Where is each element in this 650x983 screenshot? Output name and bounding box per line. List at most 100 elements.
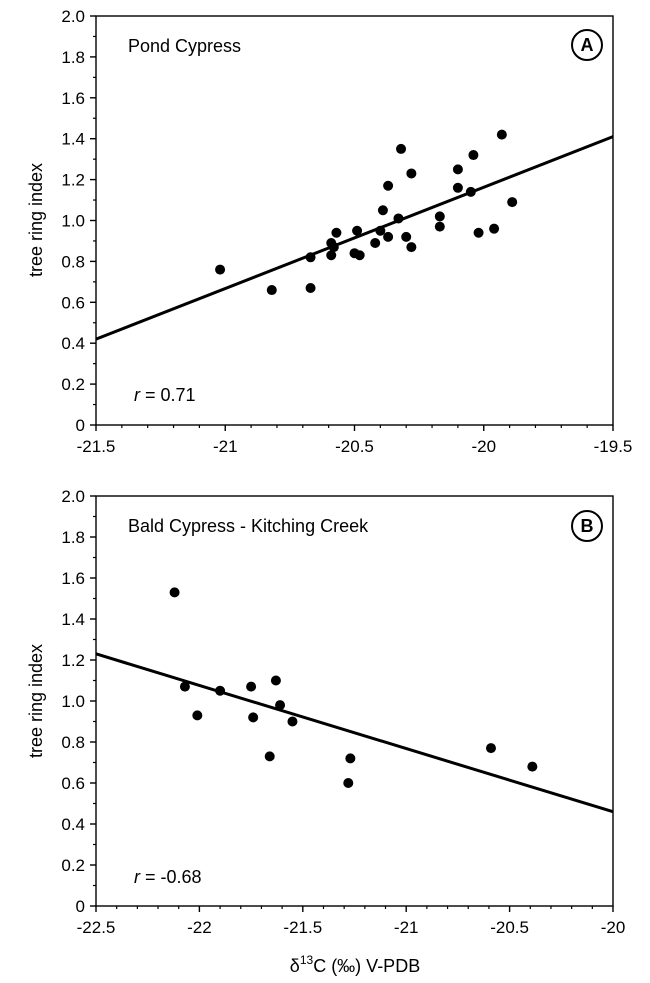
data-point xyxy=(434,221,445,232)
y-tick-label: 2.0 xyxy=(61,487,85,506)
data-point xyxy=(452,182,463,193)
data-point xyxy=(473,227,484,238)
panel-title: Bald Cypress - Kitching Creek xyxy=(128,516,369,536)
data-point xyxy=(489,223,500,234)
y-tick-label: 0 xyxy=(76,416,85,435)
x-axis-title: δ13C (‰) V-PDB xyxy=(290,953,420,976)
x-tick-label: -21 xyxy=(213,437,238,456)
y-tick-label: 1.0 xyxy=(61,212,85,231)
y-tick-label: 0.2 xyxy=(61,375,85,394)
data-point xyxy=(452,164,463,175)
data-point xyxy=(370,237,381,248)
panel-letter: B xyxy=(581,516,594,536)
r-label: r = -0.68 xyxy=(134,867,202,887)
data-point xyxy=(270,675,281,686)
data-point xyxy=(396,143,407,154)
y-tick-label: 0 xyxy=(76,897,85,916)
data-point xyxy=(507,197,518,208)
data-point xyxy=(179,681,190,692)
data-point xyxy=(434,211,445,222)
x-tick-label: -20 xyxy=(471,437,496,456)
data-point xyxy=(383,231,394,242)
y-tick-label: 2.0 xyxy=(61,7,85,26)
y-tick-label: 1.0 xyxy=(61,692,85,711)
data-point xyxy=(496,129,507,140)
x-tick-label: -20.5 xyxy=(490,918,529,937)
data-point xyxy=(468,150,479,161)
panel-b: 00.20.40.60.81.01.21.41.61.82.0 -22.5 -22… xyxy=(26,487,625,937)
y-tick-label: 0.4 xyxy=(61,334,85,353)
data-point xyxy=(215,685,226,696)
y-tick-label: 0.8 xyxy=(61,733,85,752)
data-point xyxy=(406,242,417,253)
data-point xyxy=(377,205,388,216)
data-point xyxy=(465,186,476,197)
data-point xyxy=(345,753,356,764)
y-axis-title: tree ring index xyxy=(26,644,46,758)
data-point xyxy=(305,282,316,293)
regression-line xyxy=(95,652,614,814)
data-point xyxy=(264,751,275,762)
x-tick-label: -21 xyxy=(394,918,419,937)
data-points xyxy=(169,587,538,788)
data-point xyxy=(331,227,342,238)
regression-line xyxy=(95,135,614,341)
panel-title: Pond Cypress xyxy=(128,36,241,56)
y-tick-label: 1.8 xyxy=(61,48,85,67)
data-point xyxy=(401,231,412,242)
data-point xyxy=(215,264,226,275)
y-tick-label: 0.6 xyxy=(61,774,85,793)
data-points xyxy=(215,129,518,296)
data-point xyxy=(287,716,298,727)
panel-letter-circle xyxy=(571,510,603,542)
data-point xyxy=(352,225,363,236)
data-point xyxy=(305,252,316,263)
y-tick-label: 1.6 xyxy=(61,89,85,108)
x-axis: -22.5 -22 -21.5 -21 -20.5 -20 xyxy=(77,906,626,937)
y-axis-title: tree ring index xyxy=(26,163,46,277)
data-point xyxy=(326,250,337,261)
r-label: r = 0.71 xyxy=(134,385,196,405)
x-tick-label: -22 xyxy=(187,918,212,937)
x-tick-label: -21.5 xyxy=(283,918,322,937)
x-tick-label: -20 xyxy=(601,918,626,937)
y-tick-label: 0.6 xyxy=(61,293,85,312)
plot-frame xyxy=(95,15,614,426)
data-point xyxy=(406,168,417,179)
plot-frame xyxy=(95,495,614,907)
y-tick-label: 1.4 xyxy=(61,130,85,149)
x-tick-label: -19.5 xyxy=(594,437,633,456)
y-tick-label: 0.8 xyxy=(61,252,85,271)
x-tick-label: -22.5 xyxy=(77,918,116,937)
y-axis: 0 0.2 0.4 0.6 0.8 1.0 1.2 1.4 1.6 1.8 2.0 xyxy=(61,487,96,916)
data-point xyxy=(328,242,339,253)
y-tick-label: 1.8 xyxy=(61,528,85,547)
data-point xyxy=(266,285,277,296)
y-tick-label: 0.2 xyxy=(61,856,85,875)
data-point xyxy=(354,250,365,261)
panel-a: 00.20.40.60.81.01.21.41.61.82.0 -21.5 -21… xyxy=(26,7,632,456)
x-tick-label: -21.5 xyxy=(77,437,116,456)
panel-letter-circle xyxy=(571,29,603,61)
y-tick-label: 1.4 xyxy=(61,610,85,629)
data-point xyxy=(248,712,259,723)
data-point xyxy=(343,778,354,788)
data-point xyxy=(192,710,203,721)
data-point xyxy=(275,700,286,711)
panel-letter: A xyxy=(581,35,594,55)
data-point xyxy=(169,587,180,598)
x-tick-label: -20.5 xyxy=(335,437,374,456)
y-tick-label: 1.6 xyxy=(61,569,85,588)
data-point xyxy=(246,681,257,692)
x-axis: -21.5 -21 -20.5 -20 -19.5 xyxy=(77,425,633,456)
y-axis: 0 0.2 0.4 0.6 0.8 1.0 1.2 1.4 1.6 1.8 2.0 xyxy=(61,7,96,435)
data-point xyxy=(383,180,394,191)
data-point xyxy=(393,213,404,224)
data-point xyxy=(375,225,386,236)
y-tick-label: 1.2 xyxy=(61,651,85,670)
data-point xyxy=(527,761,538,772)
data-point xyxy=(485,743,496,754)
y-tick-label: 1.2 xyxy=(61,171,85,190)
y-tick-label: 0.4 xyxy=(61,815,85,834)
